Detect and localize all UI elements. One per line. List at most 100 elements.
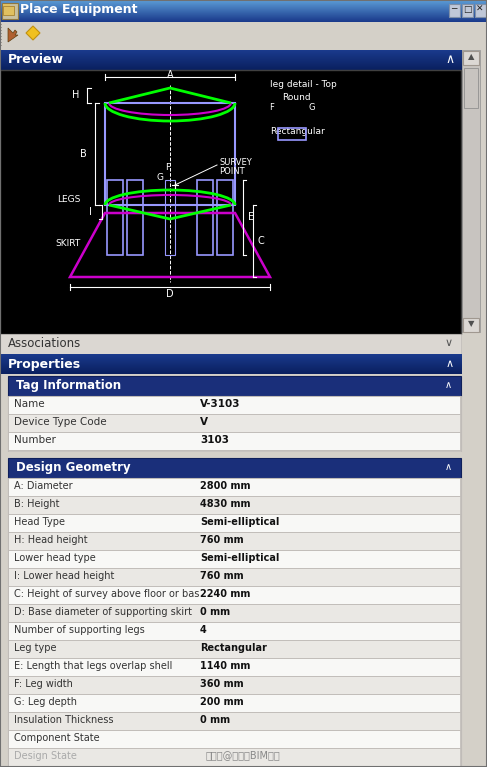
Bar: [0, 65, 462, 66]
Text: B: Height: B: Height: [14, 499, 59, 509]
Text: ▼: ▼: [468, 319, 474, 328]
Bar: [9, 551, 460, 568]
Bar: [9, 695, 460, 712]
Bar: [1, 39, 2, 40]
Text: Number of supporting legs: Number of supporting legs: [14, 625, 145, 635]
Bar: [9, 515, 460, 532]
Bar: [0, 365, 462, 366]
Text: I: Lower head height: I: Lower head height: [14, 571, 114, 581]
Bar: [8, 478, 461, 767]
Bar: [0, 7, 487, 8]
Bar: [278, 128, 306, 140]
Text: Semi-elliptical: Semi-elliptical: [200, 553, 280, 563]
Text: Head Type: Head Type: [14, 517, 65, 527]
Bar: [0, 369, 462, 370]
Polygon shape: [8, 28, 18, 42]
Text: 0 mm: 0 mm: [200, 715, 230, 725]
Text: D: Base diameter of supporting skirt: D: Base diameter of supporting skirt: [14, 607, 192, 617]
Bar: [0, 55, 462, 56]
Bar: [0, 359, 462, 360]
Text: ∨: ∨: [445, 338, 453, 348]
Text: V: V: [200, 417, 208, 427]
Text: Number: Number: [14, 435, 56, 445]
Bar: [0, 370, 462, 371]
Bar: [462, 4, 473, 17]
Bar: [0, 358, 462, 359]
Bar: [0, 366, 462, 367]
Bar: [0, 58, 462, 59]
Text: Design State: Design State: [14, 751, 77, 761]
Bar: [0, 6, 487, 7]
Bar: [0, 2, 487, 3]
Text: E: Length that legs overlap shell: E: Length that legs overlap shell: [14, 661, 172, 671]
Text: ∧: ∧: [445, 462, 452, 472]
Bar: [127, 180, 143, 255]
Text: D: D: [166, 289, 174, 299]
Bar: [0, 368, 462, 369]
Text: ─: ─: [451, 5, 457, 14]
Bar: [0, 20, 487, 21]
Text: H: H: [72, 90, 79, 100]
Text: G: G: [309, 103, 315, 111]
Bar: [107, 180, 123, 255]
Text: ▲: ▲: [468, 52, 474, 61]
Text: Semi-elliptical: Semi-elliptical: [200, 517, 280, 527]
Bar: [0, 59, 462, 60]
Text: F: Leg width: F: Leg width: [14, 679, 73, 689]
Bar: [9, 641, 460, 658]
Text: SKIRT: SKIRT: [55, 239, 80, 248]
Bar: [197, 180, 213, 255]
Bar: [9, 605, 460, 622]
Bar: [165, 180, 175, 255]
Bar: [0, 355, 462, 356]
Text: 3103: 3103: [200, 435, 229, 445]
Text: C: C: [258, 236, 265, 246]
Bar: [105, 103, 235, 205]
Bar: [0, 22, 487, 50]
Bar: [0, 9, 487, 10]
Bar: [475, 4, 486, 17]
Text: Rectangular: Rectangular: [200, 643, 267, 653]
Bar: [9, 479, 460, 496]
Text: ∧: ∧: [446, 53, 454, 66]
Bar: [0, 52, 462, 53]
Text: Properties: Properties: [8, 358, 81, 371]
Text: 360 mm: 360 mm: [200, 679, 244, 689]
Bar: [0, 364, 462, 365]
Bar: [449, 4, 460, 17]
Text: 2800 mm: 2800 mm: [200, 481, 250, 491]
Text: H: Head height: H: Head height: [14, 535, 88, 545]
Bar: [217, 180, 233, 255]
Bar: [0, 15, 487, 16]
Bar: [9, 749, 460, 766]
Bar: [0, 62, 462, 63]
Bar: [0, 1, 487, 2]
Bar: [0, 357, 462, 358]
Text: Tag Information: Tag Information: [16, 379, 121, 392]
Bar: [0, 362, 462, 363]
Text: Component State: Component State: [14, 733, 100, 743]
Bar: [2, 3, 18, 19]
Bar: [0, 16, 487, 17]
Text: A: Diameter: A: Diameter: [14, 481, 73, 491]
Bar: [0, 64, 462, 65]
Text: Rectangular: Rectangular: [270, 127, 325, 136]
Bar: [9, 623, 460, 640]
Bar: [1, 27, 2, 28]
Text: ∧: ∧: [446, 359, 454, 369]
Text: V-3103: V-3103: [200, 399, 241, 409]
Bar: [0, 361, 462, 362]
Bar: [0, 57, 462, 58]
Bar: [0, 0, 487, 1]
Bar: [0, 10, 487, 11]
Text: Place Equipment: Place Equipment: [20, 3, 137, 16]
Text: Round: Round: [282, 93, 311, 102]
Bar: [8, 458, 461, 478]
Bar: [0, 17, 487, 18]
Text: E: E: [248, 212, 254, 222]
Bar: [0, 21, 487, 22]
Text: 1140 mm: 1140 mm: [200, 661, 250, 671]
Text: Leg type: Leg type: [14, 643, 56, 653]
Text: LEGS: LEGS: [57, 196, 80, 205]
Bar: [0, 363, 462, 364]
